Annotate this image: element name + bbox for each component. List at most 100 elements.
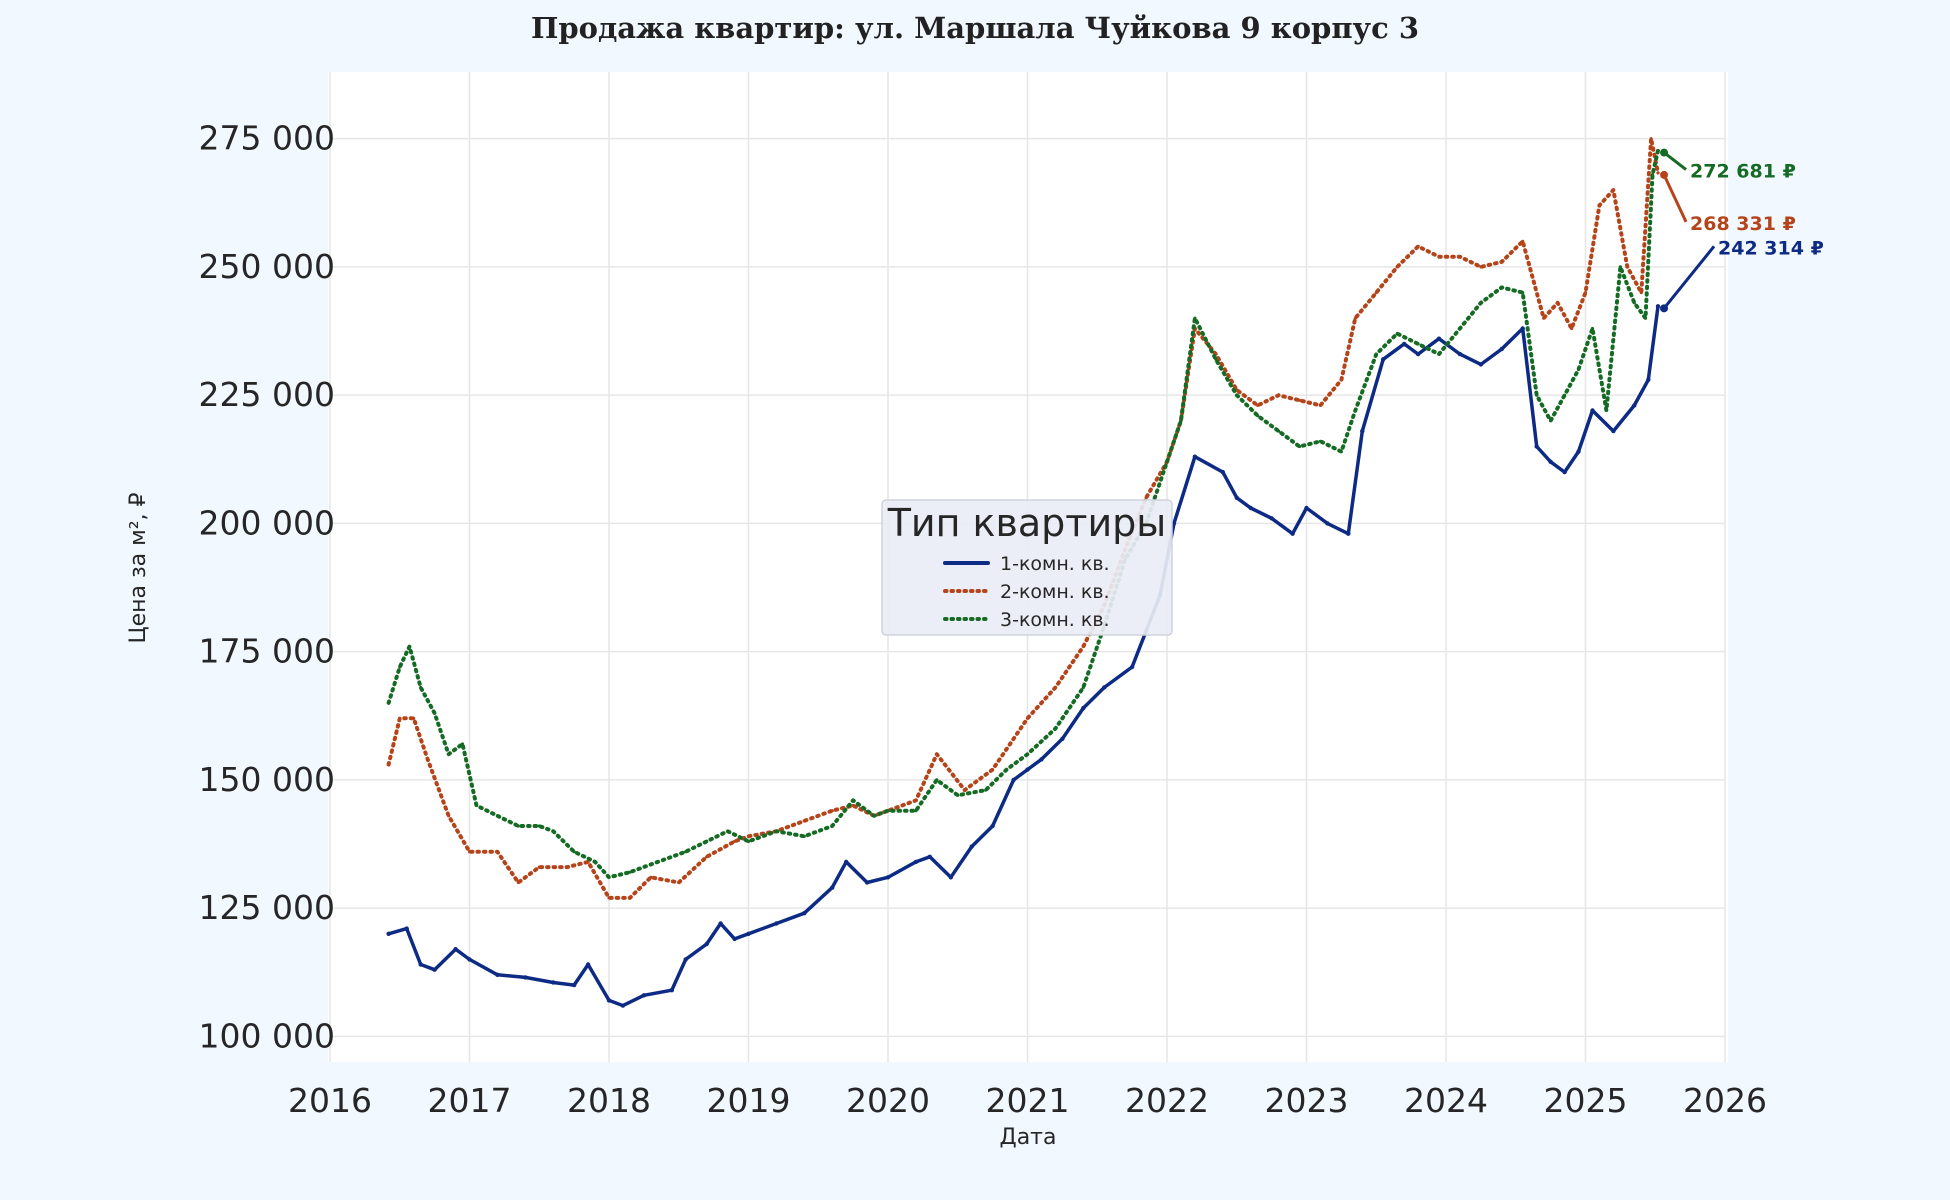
data-point (607, 896, 611, 900)
data-point (1081, 705, 1086, 711)
x-tick-label: 2020 (846, 1081, 930, 1120)
data-point (726, 829, 730, 833)
data-point (1214, 357, 1218, 361)
data-point (1562, 469, 1567, 475)
data-point (1478, 362, 1484, 367)
data-point (1402, 341, 1407, 347)
data-point (1597, 203, 1601, 207)
data-point (656, 860, 660, 864)
data-point (1025, 767, 1030, 772)
data-point (1549, 419, 1553, 423)
data-point (1576, 449, 1581, 454)
data-point (1542, 316, 1546, 320)
data-point (387, 762, 391, 767)
data-point (1339, 378, 1343, 382)
annotation-arrow-head (1660, 148, 1669, 157)
data-point (677, 880, 681, 885)
data-point (1318, 439, 1322, 443)
data-point (1656, 171, 1660, 175)
annotation-label: 272 681 ₽ (1690, 161, 1796, 183)
data-point (1192, 454, 1198, 459)
data-point (460, 742, 465, 746)
data-point (1256, 403, 1260, 407)
data-point (885, 875, 891, 880)
data-point (914, 809, 918, 813)
data-point (404, 926, 409, 931)
data-point (1625, 265, 1629, 269)
data-point (1339, 450, 1343, 454)
chart-title: Продажа квартир: ул. Маршала Чуйкова 9 к… (531, 11, 1419, 45)
series-line-1room (386, 304, 1660, 1008)
legend-box (881, 499, 1173, 636)
data-point (746, 839, 751, 844)
data-point (1556, 301, 1560, 305)
data-point (1256, 414, 1260, 418)
data-point (1012, 737, 1016, 741)
x-tick-label: 2016 (288, 1081, 372, 1120)
y-axis-label: Цена за м², ₽ (126, 492, 151, 643)
data-point (516, 824, 520, 828)
data-point (914, 798, 918, 803)
data-point (1655, 304, 1661, 309)
grid (329, 72, 1726, 1062)
x-tick-label: 2026 (1683, 1081, 1767, 1120)
data-point (1039, 757, 1044, 762)
data-point (426, 757, 430, 762)
data-point (551, 980, 556, 985)
data-point (990, 823, 995, 829)
data-point (1500, 285, 1504, 289)
annotation-arrow (1662, 245, 1716, 310)
data-point (935, 778, 939, 782)
y-tick-label: 225 000 (199, 375, 335, 414)
data-point (1081, 685, 1085, 690)
data-point (1570, 326, 1574, 331)
data-point (830, 809, 834, 813)
annotation-label: 268 331 ₽ (1690, 213, 1796, 235)
data-point (628, 896, 632, 900)
data-point (1360, 428, 1365, 434)
data-point (718, 921, 723, 926)
x-tick-label: 2025 (1544, 1081, 1628, 1120)
data-point (1248, 505, 1253, 511)
data-point (1346, 531, 1351, 536)
data-point (774, 921, 779, 926)
data-point (704, 941, 709, 947)
data-point (1548, 459, 1553, 464)
data-point (606, 998, 612, 1003)
data-point (1053, 685, 1057, 690)
annotation-label: 242 314 ₽ (1718, 237, 1824, 259)
data-point (1277, 429, 1281, 433)
data-point (1025, 716, 1030, 720)
data-point (407, 644, 412, 649)
data-point (851, 803, 855, 808)
data-point (537, 865, 541, 869)
annotations: 272 681 ₽ 268 331 ₽242 314 ₽ (1660, 148, 1824, 313)
data-point (516, 880, 520, 885)
data-point (746, 931, 751, 936)
data-point (1353, 408, 1357, 413)
data-point (1269, 516, 1274, 521)
data-point (1649, 137, 1653, 141)
data-point (387, 701, 391, 705)
data-point (963, 788, 967, 792)
data-point (1583, 291, 1588, 295)
data-point (1395, 265, 1399, 269)
legend-entry-label: 3-комн. кв. (1000, 609, 1110, 631)
x-axis-label: Дата (1000, 1125, 1057, 1150)
legend-entries: 1-комн. кв. 2-комн. кв. 3-комн. кв. (943, 553, 1110, 631)
data-point (1521, 291, 1525, 295)
x-tick-label: 2023 (1265, 1081, 1349, 1120)
data-point (433, 711, 437, 715)
data-point (705, 855, 709, 859)
legend-entry-label: 1-комн. кв. (1000, 553, 1110, 575)
data-point (1611, 428, 1616, 434)
data-point (1563, 393, 1567, 397)
data-point (732, 936, 737, 942)
x-axis-ticks: 2016 2017 2018 2019 2020 2021 2022 2023 2024 2025… (288, 1081, 1767, 1120)
data-point (572, 850, 576, 854)
x-tick-label: 2018 (567, 1081, 651, 1120)
data-point (1643, 316, 1648, 320)
data-point (1499, 346, 1505, 352)
data-point (641, 993, 647, 998)
x-tick-label: 2024 (1404, 1081, 1488, 1120)
